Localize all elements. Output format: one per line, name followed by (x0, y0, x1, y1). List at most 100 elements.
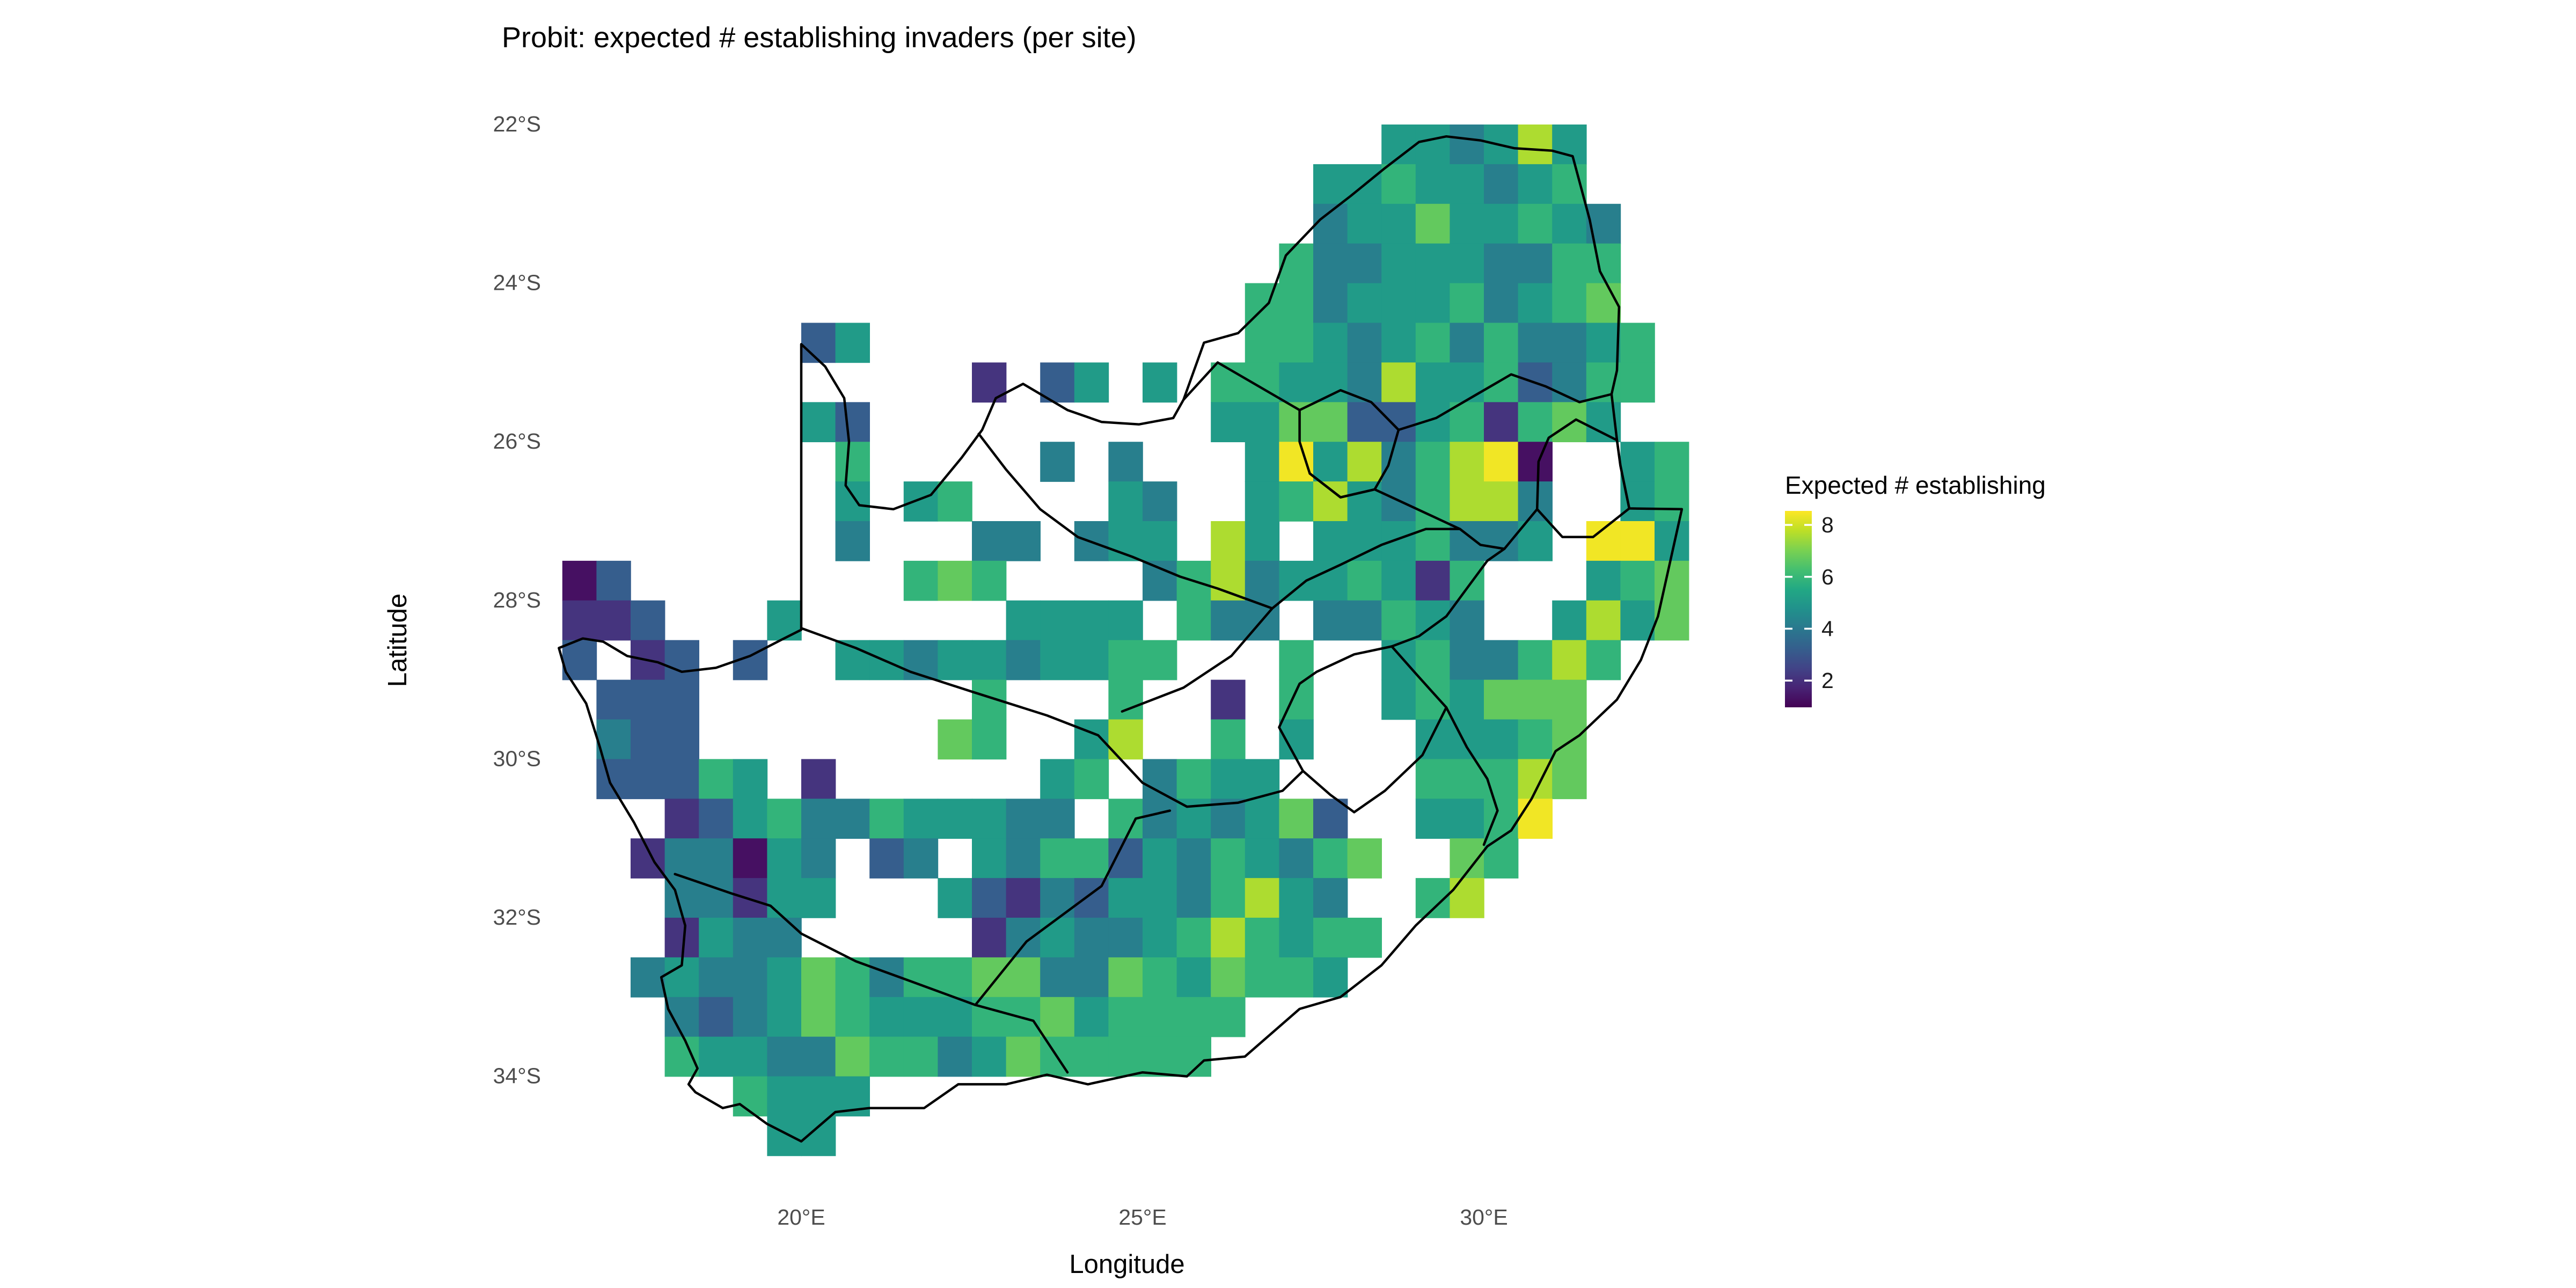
heat-tile (972, 878, 1007, 918)
heat-tile (1143, 362, 1177, 403)
legend-title: Expected # establishing (1785, 471, 2046, 499)
y-tick-label: 30°S (493, 746, 541, 771)
legend-tick-label: 8 (1821, 513, 1834, 537)
heat-tile (1040, 759, 1075, 800)
heat-tile (1313, 799, 1348, 839)
heat-tile (938, 799, 972, 839)
x-axis-title: Longitude (1069, 1250, 1184, 1279)
heat-tile (1313, 521, 1348, 561)
heat-tile (1518, 442, 1553, 482)
heat-tile (1415, 362, 1451, 403)
heat-tile (767, 1076, 802, 1117)
heat-tile (664, 719, 699, 760)
heat-tile (1381, 560, 1416, 601)
border-path (1535, 418, 1631, 538)
heat-tile (596, 759, 631, 800)
heat-tile (1108, 600, 1143, 641)
heat-tile (1415, 442, 1451, 482)
heat-tile (1074, 600, 1109, 641)
heat-tile (1313, 918, 1348, 958)
heat-tile (1245, 402, 1280, 442)
heat-tile (1450, 362, 1484, 403)
heat-tile (1518, 164, 1553, 204)
heat-tile (1245, 481, 1280, 522)
heat-tile (1279, 243, 1314, 284)
heat-tile (1415, 125, 1451, 165)
heat-tile (1176, 997, 1211, 1037)
heat-tile (767, 878, 802, 918)
heat-tile (801, 957, 836, 998)
heat-tile (1381, 203, 1416, 244)
heat-tile (1313, 164, 1348, 204)
heat-tile (1176, 957, 1211, 998)
heat-tile (1586, 521, 1621, 561)
heat-tile (1279, 918, 1314, 958)
heat-tile (938, 719, 972, 760)
heat-tile (1450, 125, 1484, 165)
heat-tile (1381, 362, 1416, 403)
heat-tile (1484, 362, 1519, 403)
heat-tile (1211, 957, 1246, 998)
heat-tile (1415, 243, 1451, 284)
heat-tile (801, 1036, 836, 1077)
heat-tile (1655, 560, 1689, 601)
heat-tile (1450, 679, 1484, 720)
legend-tick-label: 6 (1821, 565, 1834, 589)
plot-title: Probit: expected # establishing invaders… (502, 21, 1137, 54)
heat-tile (1552, 362, 1587, 403)
y-tick-label: 34°S (493, 1064, 541, 1088)
legend-tick-label: 4 (1821, 617, 1834, 641)
heat-tile (1655, 442, 1689, 482)
heat-tile (801, 323, 836, 363)
heat-tile (835, 799, 870, 839)
heat-tile (1108, 481, 1143, 522)
heat-tile (1074, 957, 1109, 998)
heat-tile (835, 323, 870, 363)
heat-tile (1518, 640, 1553, 680)
heat-tile (903, 481, 939, 522)
heat-tile (1108, 640, 1143, 680)
heat-tile (596, 560, 631, 601)
heat-tile (1279, 957, 1314, 998)
heat-tile (835, 997, 870, 1037)
heat-tile (1108, 957, 1143, 998)
heat-tile (903, 997, 939, 1037)
heat-tile (1006, 1036, 1041, 1077)
heat-tile (1450, 799, 1484, 839)
heat-tile (1620, 560, 1655, 601)
heat-tile (1552, 679, 1587, 720)
heat-tile (733, 918, 768, 958)
heat-tile (1347, 442, 1382, 482)
heat-tile (1006, 799, 1041, 839)
heat-tile (767, 838, 802, 879)
heat-tile (1518, 283, 1553, 324)
y-axis-tick-labels: 22°S 24°S 26°S 28°S 30°S 32°S 34°S (493, 112, 541, 1088)
border-path (800, 627, 1305, 808)
heat-tile (1143, 560, 1177, 601)
heat-tile (1074, 759, 1109, 800)
heat-tile (1347, 521, 1382, 561)
heat-tile (1415, 481, 1451, 522)
heat-tile (1415, 521, 1451, 561)
heat-tile (1347, 600, 1382, 641)
border-path (1308, 472, 1461, 531)
heat-tile (1381, 521, 1416, 561)
heat-tile (1620, 600, 1655, 641)
legend-tick-labels: 8 6 4 2 (1821, 513, 1834, 693)
heat-tile (972, 799, 1007, 839)
border-path (1298, 389, 1400, 499)
heat-tile (1450, 600, 1484, 641)
x-axis-tick-labels: 20°E 25°E 30°E (777, 1205, 1507, 1230)
heat-tile (1381, 164, 1416, 204)
heat-tile (699, 997, 734, 1037)
x-tick-label: 30°E (1460, 1205, 1507, 1230)
heat-tile (699, 759, 734, 800)
heat-tile (767, 799, 802, 839)
heat-tile (1381, 442, 1416, 482)
heat-tile (1415, 640, 1451, 680)
heat-tile (903, 1036, 939, 1077)
heat-tile (1006, 957, 1041, 998)
heat-tile (1450, 442, 1484, 482)
heat-tile (1484, 719, 1519, 760)
heat-tile (1279, 362, 1314, 403)
